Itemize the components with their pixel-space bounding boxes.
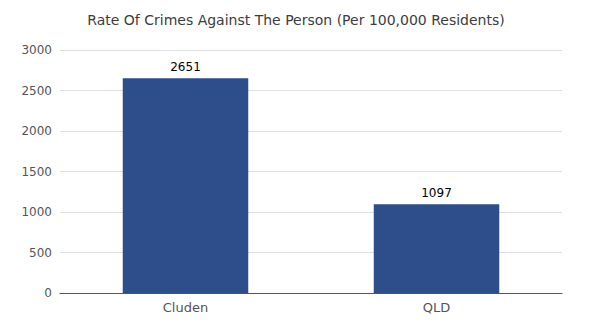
svg-text:Rate Of Crimes Against The Per: Rate Of Crimes Against The Person (Per 1… <box>87 12 504 28</box>
svg-text:0: 0 <box>44 286 52 300</box>
svg-text:Cluden: Cluden <box>163 300 208 315</box>
svg-text:2651: 2651 <box>170 60 201 74</box>
svg-text:1097: 1097 <box>421 186 452 200</box>
svg-text:QLD: QLD <box>423 300 451 315</box>
svg-text:2500: 2500 <box>21 84 52 98</box>
svg-text:3000: 3000 <box>21 43 52 57</box>
svg-text:2000: 2000 <box>21 124 52 138</box>
svg-text:500: 500 <box>29 246 52 260</box>
svg-text:1500: 1500 <box>21 165 52 179</box>
svg-text:1000: 1000 <box>21 205 52 219</box>
